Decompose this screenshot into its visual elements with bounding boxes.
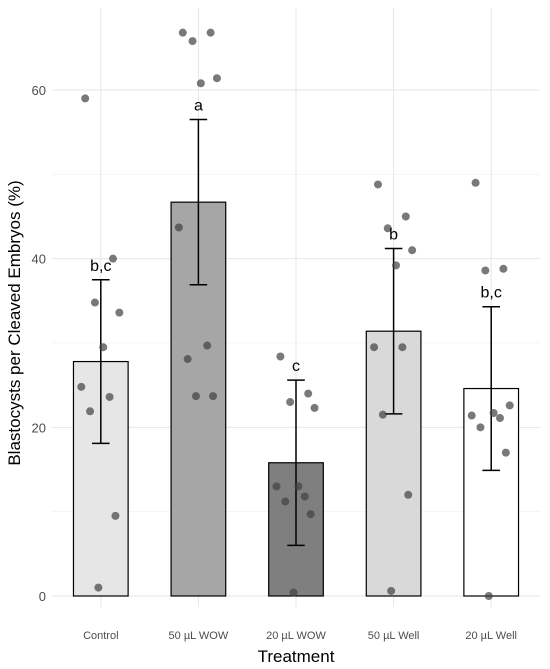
data-point [203,341,212,350]
significance-label: b,c [481,285,502,302]
x-tick-label: 50 µL Well [368,630,420,642]
data-point [310,403,319,412]
data-point [383,224,392,233]
significance-label: c [292,358,300,375]
data-point [304,389,313,398]
data-point [306,510,315,519]
x-axis-title: Treatment [258,647,335,666]
data-point [174,223,183,232]
data-point [94,583,103,592]
data-point [77,382,86,391]
data-points [77,28,514,600]
data-point [289,588,298,597]
data-point [188,37,197,46]
y-tick-label: 40 [32,252,46,267]
data-point [467,411,476,420]
data-point [109,254,117,263]
data-point [206,28,215,37]
data-point [476,423,485,432]
data-point [370,343,379,352]
data-point [499,264,508,273]
data-point [115,308,124,317]
data-point [300,492,309,501]
data-point [209,392,218,401]
significance-label: b,c [90,258,111,275]
data-point [272,482,281,491]
data-point [501,448,510,457]
x-tick-label: Control [83,630,118,642]
significance-labels: b,c a c b b,c [90,98,502,376]
data-point [86,407,95,416]
data-point [378,410,387,419]
data-point [294,482,303,491]
data-point [196,79,205,88]
significance-label: a [194,98,203,115]
y-tick-label: 20 [32,420,46,435]
data-point [495,414,504,423]
data-point [276,352,285,361]
x-tick-label: 20 µL Well [465,630,517,642]
data-point [404,490,413,499]
x-axis-ticks: Control 50 µL WOW 20 µL WOW 50 µL Well 20 µL… [83,630,517,642]
data-point [398,343,407,352]
error-bars [92,118,500,547]
data-point [408,246,417,255]
data-point [373,180,382,189]
data-point [401,212,410,221]
x-tick-label: 20 µL WOW [266,630,326,642]
data-point [489,408,498,417]
data-point [183,355,192,364]
data-point [471,178,480,187]
x-tick-label: 50 µL WOW [169,630,229,642]
data-point [392,261,401,270]
data-point [484,592,493,600]
data-point [105,392,114,401]
data-point [481,266,490,275]
data-point [111,511,120,520]
significance-label: b [389,227,398,244]
data-point [191,392,200,401]
y-axis-title: Blastocysts per Cleaved Embryos (%) [5,180,24,465]
data-point [505,401,514,410]
y-axis-ticks: 0 20 40 60 [32,83,46,604]
data-point [81,94,90,103]
data-point [212,74,221,83]
data-point [178,28,187,37]
y-tick-label: 0 [39,589,46,604]
data-point [286,398,295,407]
data-point [99,343,108,352]
data-point [90,298,99,307]
data-point [387,586,396,595]
data-point [281,497,290,506]
y-tick-label: 60 [32,83,46,98]
